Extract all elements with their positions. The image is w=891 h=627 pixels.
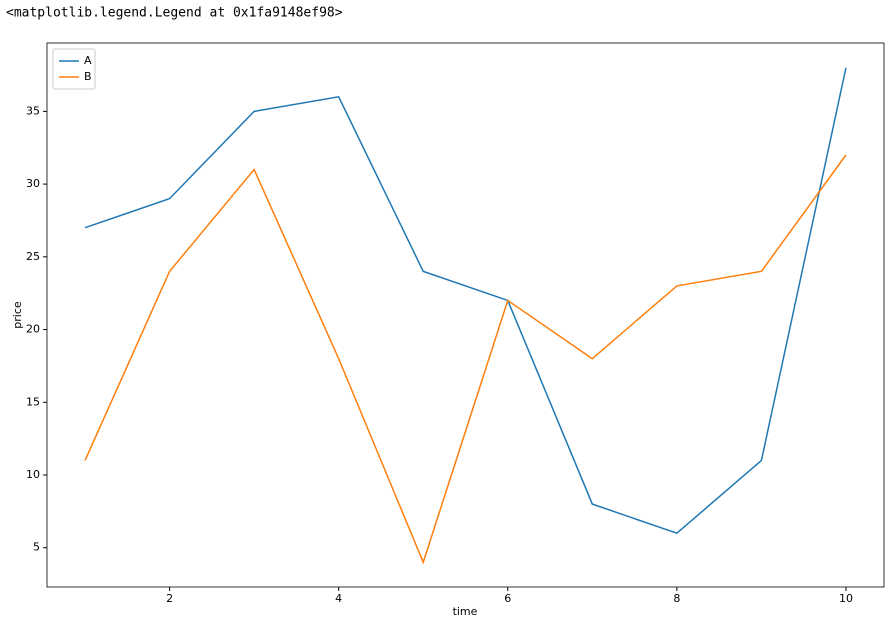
- legend-label: A: [84, 54, 92, 67]
- plot-frame: [46, 42, 885, 588]
- output-text: <matplotlib.legend.Legend at 0x1fa9148ef…: [6, 6, 343, 21]
- y-tick-label: 20: [26, 323, 40, 336]
- x-tick-label: 6: [504, 592, 511, 605]
- x-axis-label: time: [453, 605, 478, 618]
- y-axis-label: price: [11, 301, 24, 329]
- line-series: [84, 154, 847, 565]
- x-tick-label: 8: [673, 592, 680, 605]
- x-tick-label: 10: [839, 592, 853, 605]
- x-tick-label: 2: [166, 592, 173, 605]
- legend-label: B: [84, 70, 92, 83]
- legend-box: [52, 48, 96, 90]
- line-series: [84, 67, 847, 535]
- y-tick-label: 5: [33, 541, 40, 554]
- y-tick-label: 10: [26, 468, 40, 481]
- y-tick-label: 15: [26, 395, 40, 408]
- x-tick-label: 4: [335, 592, 342, 605]
- y-tick-label: 35: [26, 104, 40, 117]
- y-tick-label: 25: [26, 250, 40, 263]
- y-tick-label: 30: [26, 177, 40, 190]
